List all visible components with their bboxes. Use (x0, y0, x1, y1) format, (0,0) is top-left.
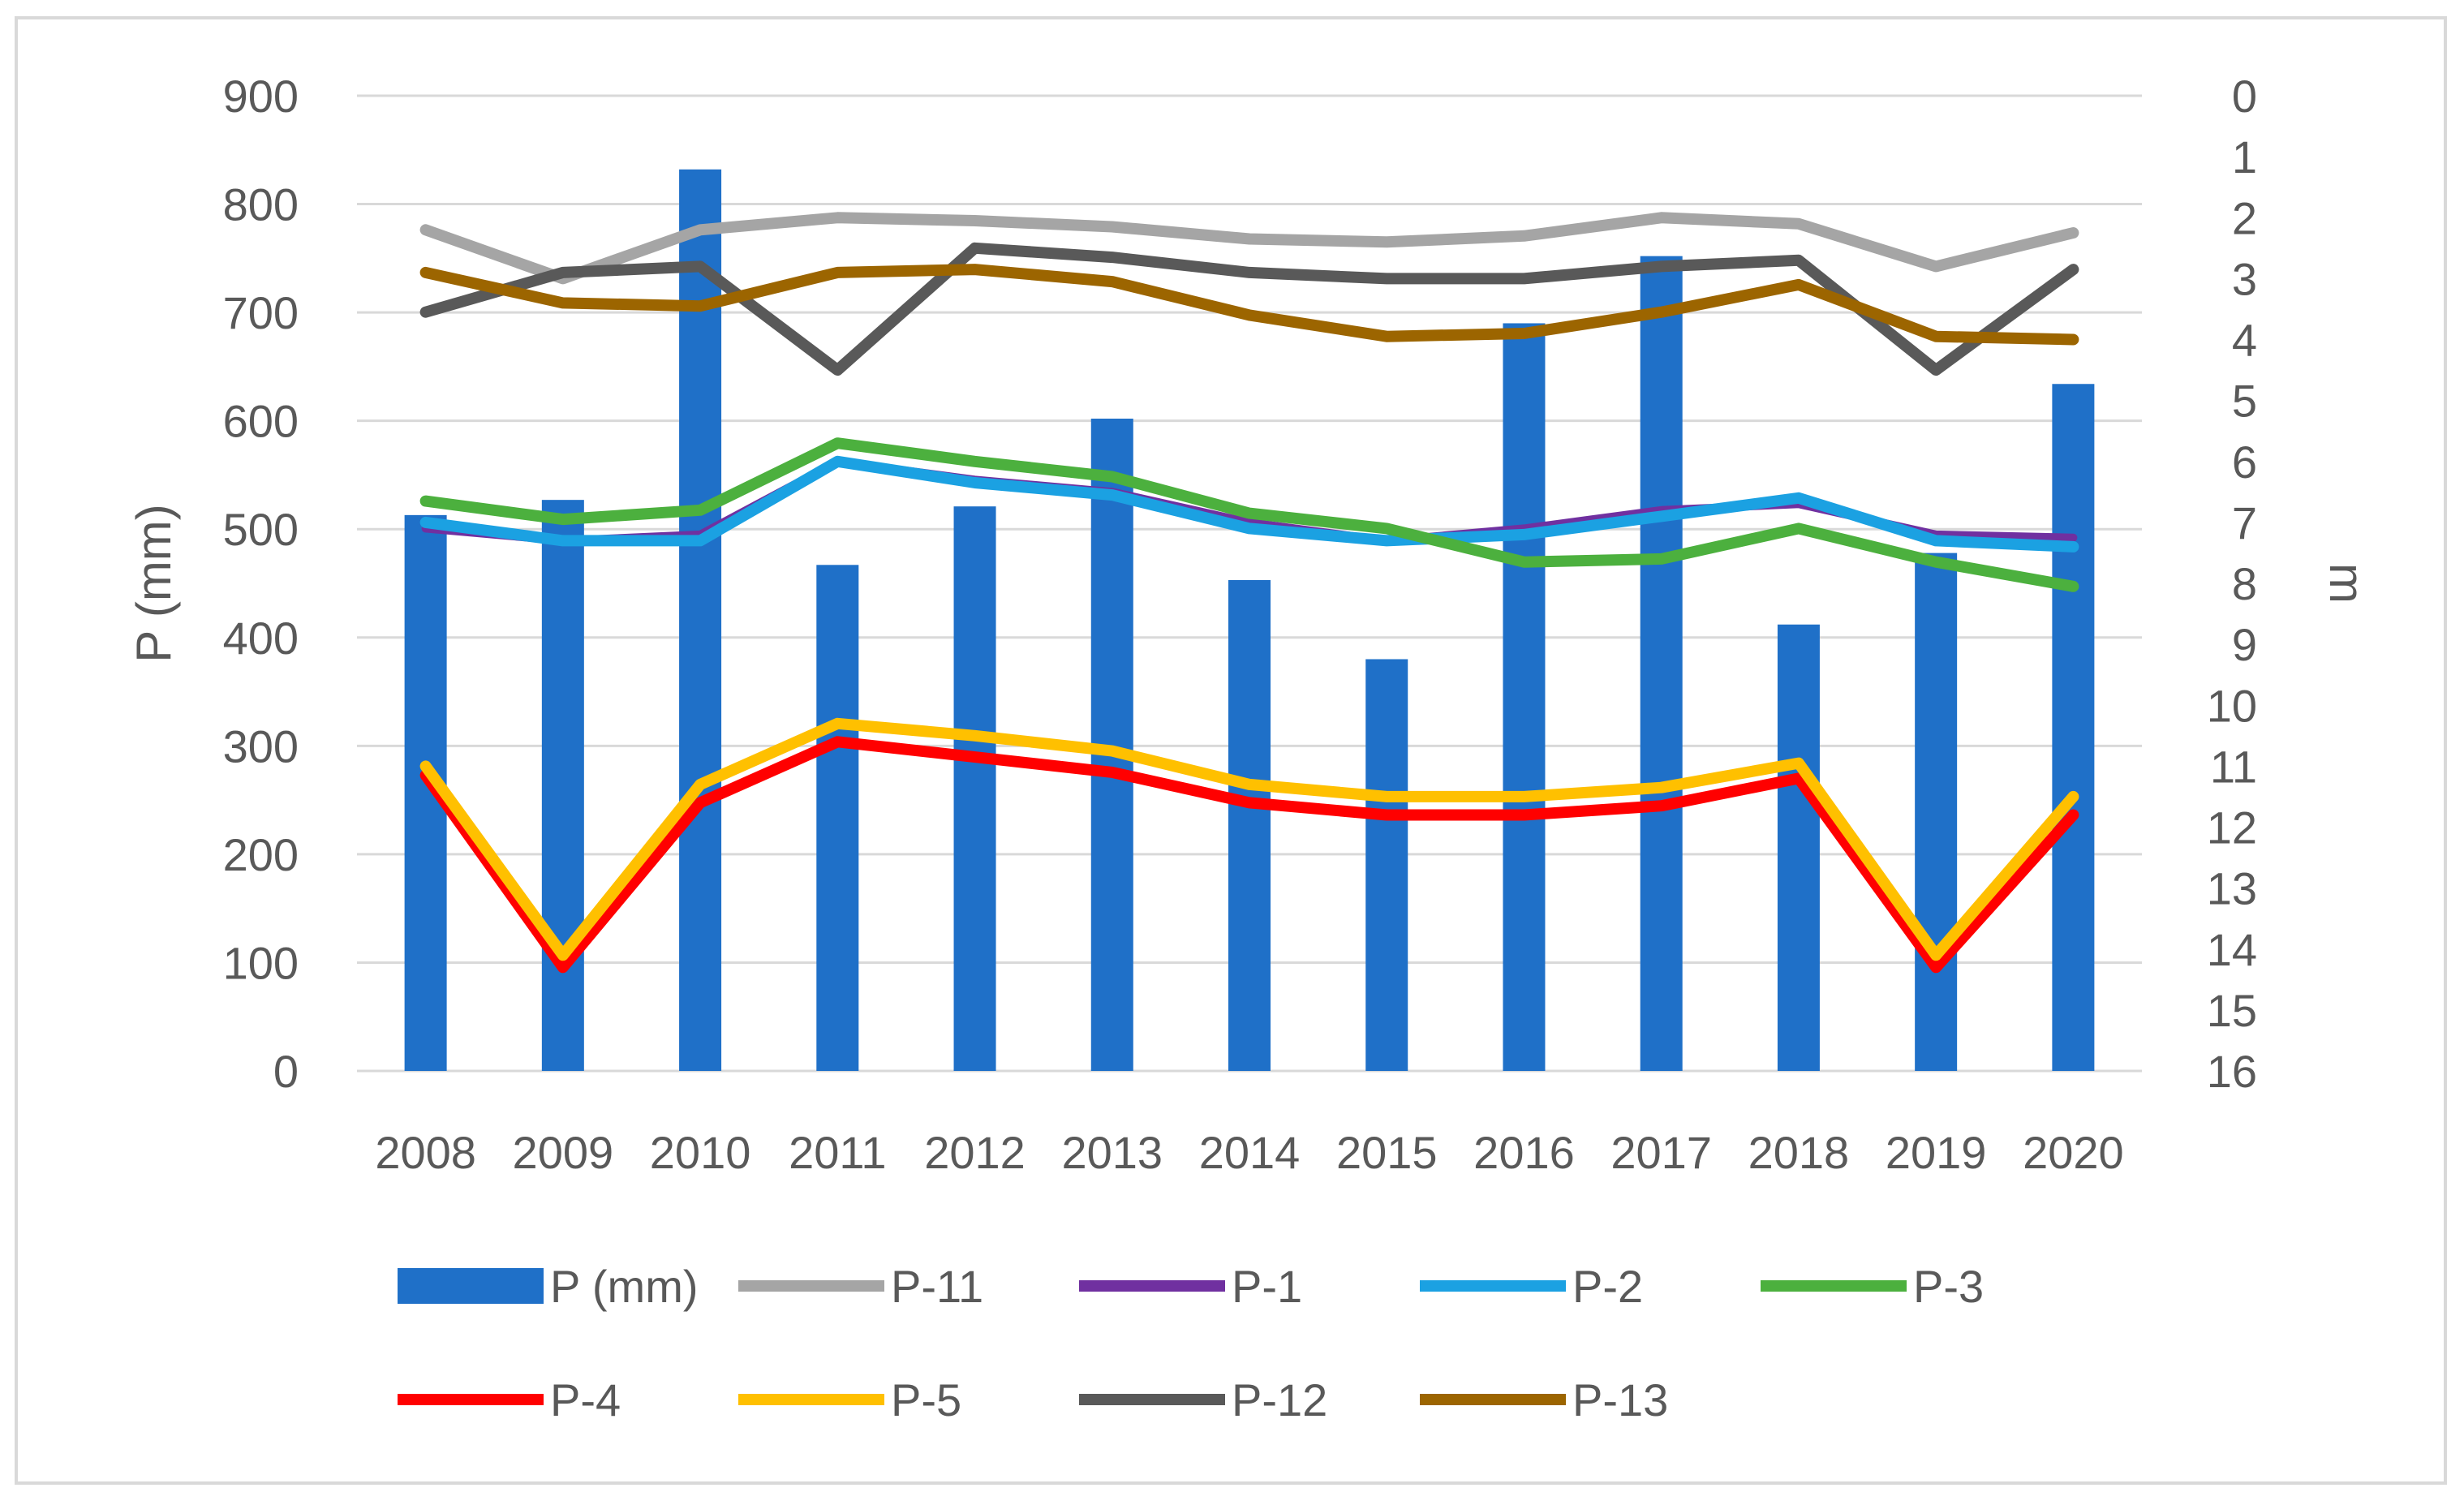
legend-label: P-1 (1232, 1261, 1302, 1312)
bar-2011 (816, 565, 859, 1071)
left-axis-tick-label: 600 (223, 396, 299, 447)
right-axis-tick-label: 14 (2207, 924, 2257, 975)
x-axis-tick-label: 2018 (1748, 1127, 1850, 1178)
right-axis-tick-label: 1 (2232, 131, 2257, 183)
legend-label: P-5 (891, 1374, 961, 1425)
x-axis-tick-label: 2014 (1199, 1127, 1301, 1178)
bar-2020 (2052, 384, 2095, 1071)
right-axis-title: m (2320, 563, 2374, 604)
series-line-P-11 (419, 212, 2079, 285)
bar-2012 (953, 506, 996, 1071)
right-axis-tick-label: 6 (2232, 436, 2257, 488)
right-axis-tick-label: 3 (2232, 253, 2257, 304)
series-line-P-5 (419, 717, 2079, 961)
right-axis-tick-label: 0 (2232, 71, 2257, 122)
bar-2018 (1777, 624, 1820, 1071)
right-axis-tick-label: 15 (2207, 985, 2257, 1036)
bar-2019 (1915, 553, 1958, 1071)
legend-swatch-bar (398, 1268, 544, 1304)
x-axis-tick-label: 2017 (1610, 1127, 1712, 1178)
bar-2009 (541, 500, 584, 1071)
series-line-P-2 (419, 455, 2079, 553)
x-axis-tick-label: 2019 (1886, 1127, 1987, 1178)
legend-label: P-13 (1572, 1374, 1668, 1425)
left-axis-tick-label: 700 (223, 287, 299, 338)
right-axis-tick-label: 2 (2232, 192, 2257, 243)
legend-label: P-12 (1232, 1374, 1327, 1425)
left-axis-tick-label: 100 (223, 937, 299, 988)
left-axis-tick-label: 500 (223, 504, 299, 555)
series-line-P-4 (419, 736, 2079, 974)
x-axis-tick-label: 2010 (650, 1127, 751, 1178)
x-axis-tick-label: 2015 (1336, 1127, 1438, 1178)
right-axis-tick-label: 10 (2207, 680, 2257, 731)
series-line-P-13 (419, 264, 2079, 346)
series-line-P-12 (419, 242, 2079, 376)
x-axis-tick-label: 2011 (789, 1127, 886, 1178)
right-axis-tick-label: 13 (2207, 863, 2257, 914)
right-axis-tick-label: 4 (2232, 315, 2257, 366)
right-axis-tick-label: 9 (2232, 619, 2257, 670)
left-axis-title: P (mm) (127, 504, 181, 663)
right-axis-tick-label: 5 (2232, 376, 2257, 427)
right-axis-tick-label: 7 (2232, 497, 2257, 548)
left-axis-tick-label: 300 (223, 720, 299, 772)
x-axis-tick-label: 2016 (1473, 1127, 1575, 1178)
right-axis-tick-label: 8 (2232, 558, 2257, 609)
bar-2016 (1503, 323, 1546, 1071)
left-axis-tick-label: 0 (273, 1046, 299, 1097)
left-axis-tick-label: 400 (223, 613, 299, 664)
left-axis-tick-label: 200 (223, 829, 299, 880)
bar-2010 (679, 169, 722, 1072)
x-axis-tick-label: 2012 (924, 1127, 1026, 1178)
legend-label: P-4 (550, 1374, 621, 1425)
right-axis-tick-label: 11 (2210, 741, 2257, 792)
bar-2015 (1365, 659, 1408, 1071)
x-axis-tick-label: 2008 (375, 1127, 476, 1178)
left-axis-tick-label: 900 (223, 71, 299, 122)
legend-label: P-2 (1572, 1261, 1643, 1312)
bar-2014 (1228, 579, 1271, 1071)
x-axis-tick-label: 2009 (513, 1127, 614, 1178)
right-axis-tick-label: 12 (2207, 802, 2257, 854)
right-axis-tick-label: 16 (2207, 1046, 2257, 1097)
bar-2017 (1640, 256, 1683, 1071)
x-axis-tick-label: 2013 (1061, 1127, 1163, 1178)
series-line-P-3 (419, 437, 2079, 592)
left-axis-tick-label: 800 (223, 179, 299, 230)
x-axis-tick-label: 2020 (2023, 1127, 2124, 1178)
legend-label: P-3 (1913, 1261, 1984, 1312)
legend-label: P-11 (891, 1261, 983, 1312)
legend-label: P (mm) (550, 1261, 699, 1312)
